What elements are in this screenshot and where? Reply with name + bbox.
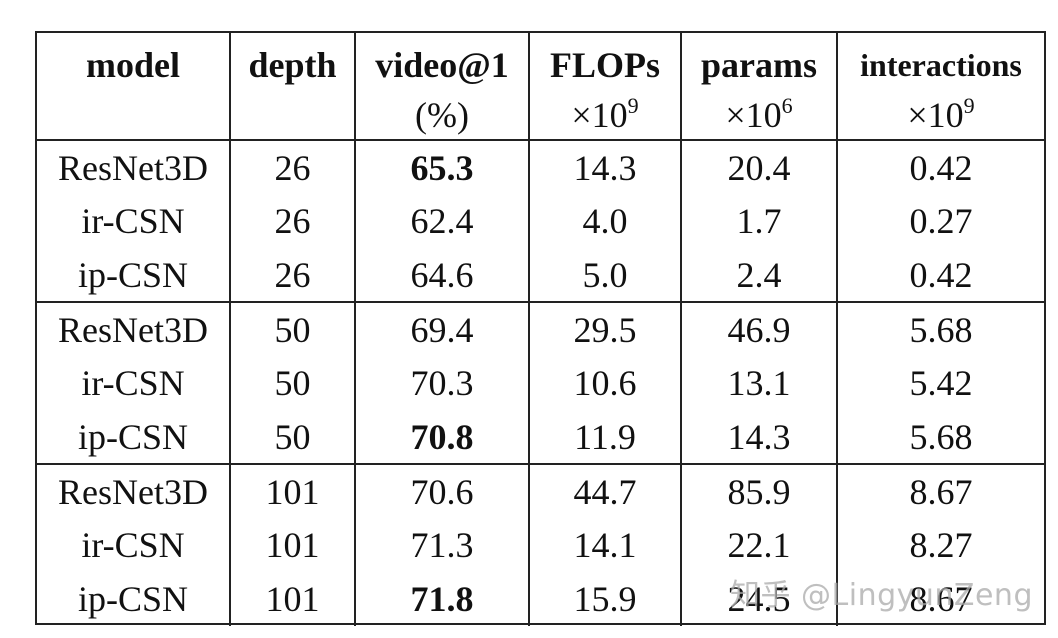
table-row: ResNet3D 50 69.4 29.5 46.9 5.68 xyxy=(37,301,1044,356)
cell-depth: 50 xyxy=(229,410,355,464)
watermark: 知乎 @LingyunZeng xyxy=(730,578,1033,613)
group-depth-26: ResNet3D 26 65.3 14.3 20.4 0.42 ir-CSN 2… xyxy=(37,140,1044,302)
cell-interactions: 8.67 xyxy=(836,463,1044,518)
unit-interactions-exp: 9 xyxy=(963,93,975,118)
unit-params: ×106 xyxy=(680,91,837,140)
table-row: ir-CSN 50 70.3 10.6 13.1 5.42 xyxy=(37,356,1044,410)
cell-interactions: 5.68 xyxy=(836,410,1044,464)
cell-params: 13.1 xyxy=(680,356,837,410)
cell-depth: 101 xyxy=(229,463,355,518)
group-depth-101: ResNet3D 101 70.6 44.7 85.9 8.67 ir-CSN … xyxy=(37,463,1044,626)
cell-video: 71.3 xyxy=(354,518,529,572)
table-row: ir-CSN 26 62.4 4.0 1.7 0.27 xyxy=(37,194,1044,248)
cell-flops: 11.9 xyxy=(528,410,681,464)
cell-model: ResNet3D xyxy=(58,147,208,188)
table-row: ip-CSN 26 64.6 5.0 2.4 0.42 xyxy=(37,248,1044,302)
cell-interactions: 5.42 xyxy=(836,356,1044,410)
unit-flops-exp: 9 xyxy=(627,93,639,118)
unit-params-exp: 6 xyxy=(781,93,793,118)
unit-model xyxy=(37,91,230,140)
cell-model: ir-CSN xyxy=(81,525,185,565)
cell-interactions: 0.42 xyxy=(836,140,1044,194)
cell-flops: 14.3 xyxy=(528,140,681,194)
header-params: params xyxy=(680,33,837,91)
cell-flops: 4.0 xyxy=(528,194,681,248)
cell-model: ir-CSN xyxy=(81,201,185,241)
unit-flops: ×109 xyxy=(528,91,681,140)
cell-depth: 26 xyxy=(229,140,355,194)
unit-params-base: ×10 xyxy=(725,95,782,135)
table-row: ResNet3D 26 65.3 14.3 20.4 0.42 xyxy=(37,140,1044,194)
unit-video: (%) xyxy=(354,91,529,140)
cell-model: ResNet3D xyxy=(37,301,230,356)
cell-model: ResNet3D xyxy=(37,463,230,518)
table-row: ip-CSN 50 70.8 11.9 14.3 5.68 xyxy=(37,410,1044,464)
cell-depth: 26 xyxy=(229,194,355,248)
unit-interactions: ×109 xyxy=(836,91,1044,140)
unit-depth xyxy=(229,91,355,140)
cell-depth: 101 xyxy=(229,572,355,626)
cell-params: 24.5 xyxy=(680,572,837,626)
cell-interactions: 5.68 xyxy=(836,301,1044,356)
results-table-frame: model depth video@1 FLOPs params interac… xyxy=(35,31,1046,626)
cell-flops: 29.5 xyxy=(528,301,681,356)
cell-model: ip-CSN xyxy=(77,416,189,457)
cell-flops: 44.7 xyxy=(528,463,681,518)
cell-video: 69.4 xyxy=(354,301,529,356)
header-interactions: interactions xyxy=(836,33,1044,91)
cell-params: 14.3 xyxy=(680,410,837,464)
cell-depth: 26 xyxy=(229,248,355,302)
cell-params: 22.1 xyxy=(680,518,837,572)
cell-flops: 14.1 xyxy=(528,518,681,572)
cell-params: 46.9 xyxy=(680,301,837,356)
cell-params: 2.4 xyxy=(680,248,837,302)
table-header: model depth video@1 FLOPs params interac… xyxy=(37,33,1044,140)
cell-interactions: 8.27 xyxy=(836,518,1044,572)
cell-interactions: 0.42 xyxy=(836,248,1044,302)
unit-interactions-base: ×10 xyxy=(907,95,964,135)
cell-video: 71.8 xyxy=(354,572,529,626)
cell-params: 20.4 xyxy=(680,140,837,194)
cell-model: ir-CSN xyxy=(81,363,185,403)
unit-flops-base: ×10 xyxy=(571,95,628,135)
cell-depth: 101 xyxy=(229,518,355,572)
table-row: ip-CSN 101 71.8 15.9 24.5 8.67 xyxy=(37,572,1044,626)
cell-model: ip-CSN xyxy=(77,579,189,619)
results-table: model depth video@1 FLOPs params interac… xyxy=(37,33,1044,626)
cell-video: 70.3 xyxy=(354,356,529,410)
cell-depth: 50 xyxy=(229,301,355,356)
cell-flops: 10.6 xyxy=(528,356,681,410)
table-row: ResNet3D 101 70.6 44.7 85.9 8.67 xyxy=(37,463,1044,518)
group-depth-50: ResNet3D 50 69.4 29.5 46.9 5.68 ir-CSN 5… xyxy=(37,301,1044,464)
table-row: ir-CSN 101 71.3 14.1 22.1 8.27 xyxy=(37,518,1044,572)
cell-video: 65.3 xyxy=(354,140,529,194)
cell-model: ip-CSN xyxy=(77,254,189,295)
cell-video: 70.8 xyxy=(354,410,529,464)
header-video: video@1 xyxy=(354,33,529,91)
cell-video: 70.6 xyxy=(354,463,529,518)
cell-video: 64.6 xyxy=(354,248,529,302)
cell-video: 62.4 xyxy=(354,194,529,248)
header-row: model depth video@1 FLOPs params interac… xyxy=(37,33,1044,91)
header-depth: depth xyxy=(229,33,355,91)
cell-params: 1.7 xyxy=(680,194,837,248)
cell-depth: 50 xyxy=(229,356,355,410)
cell-flops: 15.9 xyxy=(528,572,681,626)
cell-params: 85.9 xyxy=(680,463,837,518)
cell-interactions: 0.27 xyxy=(836,194,1044,248)
header-model: model xyxy=(86,45,180,85)
header-unit-row: (%) ×109 ×106 ×109 xyxy=(37,91,1044,140)
cell-interactions: 8.67 xyxy=(836,572,1044,626)
cell-flops: 5.0 xyxy=(528,248,681,302)
header-flops: FLOPs xyxy=(528,33,681,91)
